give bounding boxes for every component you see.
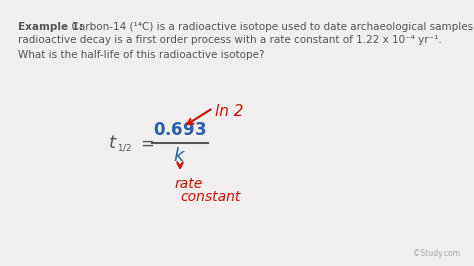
Text: $\mathit{_{1/2}}$: $\mathit{_{1/2}}$ [117, 142, 132, 155]
Text: $\mathit{k}$: $\mathit{k}$ [173, 147, 186, 165]
Text: ©Study.com: ©Study.com [413, 249, 460, 258]
Text: Carbon-14 (¹⁴C) is a radioactive isotope used to date archaeological samples.  I: Carbon-14 (¹⁴C) is a radioactive isotope… [65, 22, 474, 32]
Text: $\mathit{t}$: $\mathit{t}$ [108, 134, 118, 152]
Text: $\bf{0.693}$: $\bf{0.693}$ [154, 121, 207, 139]
Text: constant: constant [180, 190, 240, 204]
Text: radioactive decay is a first order process with a rate constant of 1.22 x 10⁻⁴ y: radioactive decay is a first order proce… [18, 35, 442, 45]
Text: Example 1:: Example 1: [18, 22, 83, 32]
Text: ln 2: ln 2 [215, 105, 244, 119]
Text: $=$: $=$ [137, 134, 155, 152]
Text: What is the half-life of this radioactive isotope?: What is the half-life of this radioactiv… [18, 50, 264, 60]
Text: rate: rate [175, 177, 203, 191]
